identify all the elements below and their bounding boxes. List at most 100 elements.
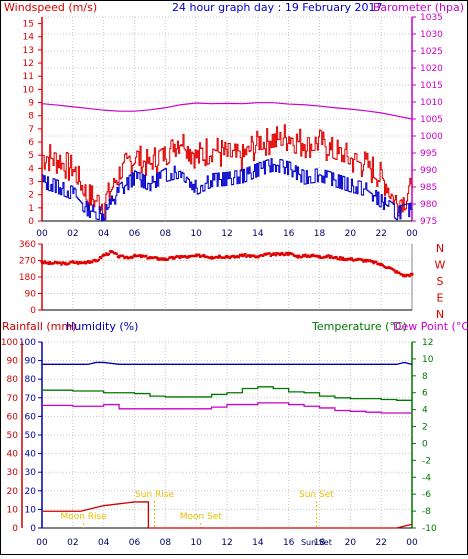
direction-point xyxy=(254,256,257,259)
direction-point xyxy=(297,254,301,257)
direction-point xyxy=(321,256,324,259)
direction-marker xyxy=(48,261,52,265)
direction-point xyxy=(178,256,181,259)
p1-left-tick-label: 10 xyxy=(23,85,35,95)
direction-point xyxy=(84,262,88,265)
rain-tick-label: 70 xyxy=(7,394,19,404)
temperature-tick-label: 6 xyxy=(422,389,428,399)
direction-point xyxy=(146,257,149,260)
direction-point xyxy=(350,257,354,260)
direction-point xyxy=(160,258,163,261)
dewpoint-line xyxy=(42,402,412,414)
direction-point xyxy=(359,258,363,261)
windspeed-axis-label: Windspeed (m/s) xyxy=(4,1,97,14)
direction-point xyxy=(314,255,318,258)
direction-point xyxy=(75,260,79,264)
wind-barometer-panel: 9759809859909951000100510101015102010251… xyxy=(23,13,444,239)
p2-left-tick-label: 270 xyxy=(19,257,36,267)
direction-point xyxy=(331,256,334,260)
rain-tick-label: 10 xyxy=(7,505,19,515)
direction-marker xyxy=(117,254,121,259)
direction-point xyxy=(354,258,357,261)
temperature-tick-label: 8 xyxy=(422,372,428,382)
direction-point xyxy=(319,256,323,259)
direction-point xyxy=(252,254,256,257)
p1-right-tick-label: 1025 xyxy=(420,47,443,57)
direction-point xyxy=(269,254,273,257)
p1-right-tick-label: 1010 xyxy=(420,98,443,108)
humidity-tick-label: 40 xyxy=(25,450,37,460)
p1-left-tick-label: 2 xyxy=(28,191,34,201)
direction-point xyxy=(92,258,95,262)
direction-marker xyxy=(63,262,67,266)
direction-point xyxy=(290,252,293,255)
direction-point xyxy=(277,252,280,255)
direction-marker xyxy=(86,259,90,264)
graph-title: 24 hour graph day : 19 February 2017 xyxy=(172,1,383,14)
direction-point xyxy=(208,256,211,259)
dewpoint-axis-label: Dew Point (°C) xyxy=(393,320,468,333)
direction-marker xyxy=(394,270,399,274)
compass-label-E: E xyxy=(437,292,444,305)
compass-label-N: N xyxy=(436,308,444,321)
p2-left-tick-label: 0 xyxy=(30,306,36,316)
barometer-axis-label: Barometer (hpa) xyxy=(373,1,464,14)
direction-point xyxy=(376,262,379,266)
humidity-tick-label: 30 xyxy=(25,468,37,478)
direction-point xyxy=(66,262,70,266)
direction-marker xyxy=(40,260,44,264)
p1-right-tick-label: 1000 xyxy=(420,132,443,142)
direction-marker xyxy=(387,265,391,270)
direction-point xyxy=(213,256,216,259)
direction-point xyxy=(339,256,342,259)
humidity-tick-label: 0 xyxy=(30,524,36,534)
direction-point xyxy=(259,254,262,257)
p2-left-tick-label: 90 xyxy=(25,290,37,300)
direction-point xyxy=(300,255,303,259)
direction-point xyxy=(42,261,45,265)
direction-point xyxy=(296,256,300,259)
direction-point xyxy=(105,252,108,255)
p3-x-tick-label: 04 xyxy=(98,538,110,548)
p1-x-tick-label: 16 xyxy=(283,229,295,239)
rain-tick-label: 0 xyxy=(12,524,18,534)
direction-point xyxy=(229,255,233,258)
temperature-tick-label: -8 xyxy=(422,507,431,517)
rainfall-axis-label: Rainfall (mm) xyxy=(2,320,76,333)
direction-marker xyxy=(125,255,129,259)
direction-point xyxy=(223,256,226,259)
humidity-tick-label: 50 xyxy=(25,431,37,441)
direction-point xyxy=(245,255,248,258)
direction-point xyxy=(168,256,171,259)
direction-point xyxy=(76,262,80,265)
direction-point xyxy=(174,255,178,259)
temperature-line xyxy=(42,386,412,401)
direction-point xyxy=(267,252,270,255)
direction-point xyxy=(106,253,109,256)
p1-right-tick-label: 1020 xyxy=(420,64,443,74)
direction-point xyxy=(123,256,126,260)
direction-point xyxy=(286,253,289,256)
p1-right-tick-label: 975 xyxy=(420,217,437,227)
direction-point xyxy=(91,260,94,264)
temperature-axis-label: Temperature (°C) xyxy=(311,320,407,333)
direction-point xyxy=(268,252,271,255)
direction-point xyxy=(44,261,48,265)
p1-x-tick-label: 04 xyxy=(98,229,110,239)
direction-point xyxy=(236,255,239,258)
direction-point xyxy=(315,254,319,257)
direction-point xyxy=(404,275,407,278)
direction-point xyxy=(323,255,327,259)
direction-point xyxy=(211,257,215,260)
direction-marker xyxy=(325,254,329,258)
direction-point xyxy=(165,258,169,262)
direction-marker xyxy=(78,261,83,265)
direction-point xyxy=(273,252,276,255)
direction-point xyxy=(100,256,103,260)
direction-point xyxy=(98,255,102,259)
direction-point xyxy=(173,257,176,260)
direction-point xyxy=(305,255,309,258)
direction-point xyxy=(281,251,284,255)
direction-point xyxy=(220,256,224,259)
